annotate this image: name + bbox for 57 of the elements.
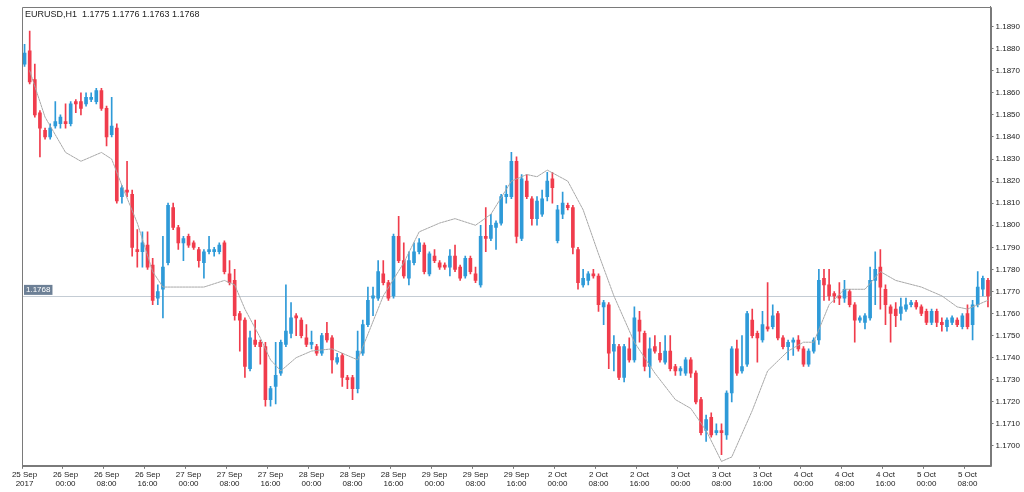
x-tick-label: 29 Sep 08:00 bbox=[462, 469, 489, 489]
candlestick bbox=[294, 313, 298, 336]
candlestick bbox=[237, 311, 242, 352]
y-tick-label: 1.1820 bbox=[995, 176, 1021, 186]
y-tick-label: 1.1860 bbox=[995, 88, 1021, 98]
x-tick-label: 26 Sep 16:00 bbox=[134, 469, 161, 489]
x-tick-label: 2 Oct 00:00 bbox=[547, 469, 569, 489]
candlestick bbox=[109, 96, 114, 138]
x-tick-label: 27 Sep 16:00 bbox=[257, 469, 284, 489]
y-tick-label: 1.1890 bbox=[995, 21, 1021, 31]
x-tick-label: 26 Sep 08:00 bbox=[93, 469, 120, 489]
candlestick bbox=[612, 335, 616, 372]
y-tick-label: 1.1840 bbox=[995, 132, 1021, 142]
x-tick-label: 28 Sep 00:00 bbox=[298, 469, 325, 489]
x-tick-label: 5 Oct 00:00 bbox=[916, 469, 938, 489]
candlestick bbox=[653, 335, 657, 354]
x-tick-label: 4 Oct 16:00 bbox=[875, 469, 897, 489]
x-tick-label: 3 Oct 08:00 bbox=[711, 469, 733, 489]
x-tick-label: 27 Sep 08:00 bbox=[216, 469, 243, 489]
y-tick-label: 1.1780 bbox=[995, 264, 1021, 274]
x-tick-label: 4 Oct 00:00 bbox=[793, 469, 815, 489]
x-tick-label: 4 Oct 08:00 bbox=[834, 469, 856, 489]
y-tick-label: 1.1740 bbox=[995, 352, 1021, 362]
y-tick-label: 1.1800 bbox=[995, 220, 1021, 230]
y-tick-label: 1.1730 bbox=[995, 374, 1021, 384]
x-tick-label: 3 Oct 00:00 bbox=[670, 469, 692, 489]
x-tick-label: 29 Sep 00:00 bbox=[421, 469, 448, 489]
x-tick-label: 5 Oct 08:00 bbox=[957, 469, 979, 489]
candlestick bbox=[822, 269, 826, 301]
ref-line-label: 1.1768 bbox=[26, 285, 52, 295]
candlestick bbox=[53, 101, 58, 129]
y-tick-label: 1.1880 bbox=[995, 43, 1021, 53]
y-tick-label: 1.1810 bbox=[995, 198, 1021, 208]
y-tick-label: 1.1700 bbox=[995, 441, 1021, 451]
candlestick bbox=[504, 185, 509, 204]
candlestick bbox=[740, 335, 744, 374]
x-tick-label: 3 Oct 16:00 bbox=[752, 469, 774, 489]
y-tick-label: 1.1790 bbox=[995, 242, 1021, 252]
x-tick-label: 28 Sep 08:00 bbox=[339, 469, 366, 489]
x-tick-label: 26 Sep 00:00 bbox=[52, 469, 79, 489]
x-tick-label: 25 Sep 2017 bbox=[11, 469, 38, 489]
x-tick-label: 2 Oct 08:00 bbox=[588, 469, 610, 489]
y-tick-label: 1.1770 bbox=[995, 286, 1021, 296]
y-tick-label: 1.1750 bbox=[995, 330, 1021, 340]
y-tick-label: 1.1720 bbox=[995, 397, 1021, 407]
x-tick-label: 28 Sep 16:00 bbox=[380, 469, 407, 489]
y-tick-label: 1.1870 bbox=[995, 66, 1021, 75]
x-tick-label: 2 Oct 16:00 bbox=[629, 469, 651, 489]
candlestick bbox=[483, 207, 488, 253]
y-tick-label: 1.1760 bbox=[995, 308, 1021, 318]
x-tick-label: 29 Sep 16:00 bbox=[503, 469, 530, 489]
y-tick-label: 1.1710 bbox=[995, 419, 1021, 429]
x-tick-label: 27 Sep 00:00 bbox=[175, 469, 202, 489]
chart-title: EURUSD,H1 1.1775 1.1776 1.1763 1.1768 bbox=[25, 8, 200, 19]
y-tick-label: 1.1830 bbox=[995, 154, 1021, 164]
candlestick bbox=[135, 229, 140, 268]
y-tick-label: 1.1850 bbox=[995, 110, 1021, 120]
